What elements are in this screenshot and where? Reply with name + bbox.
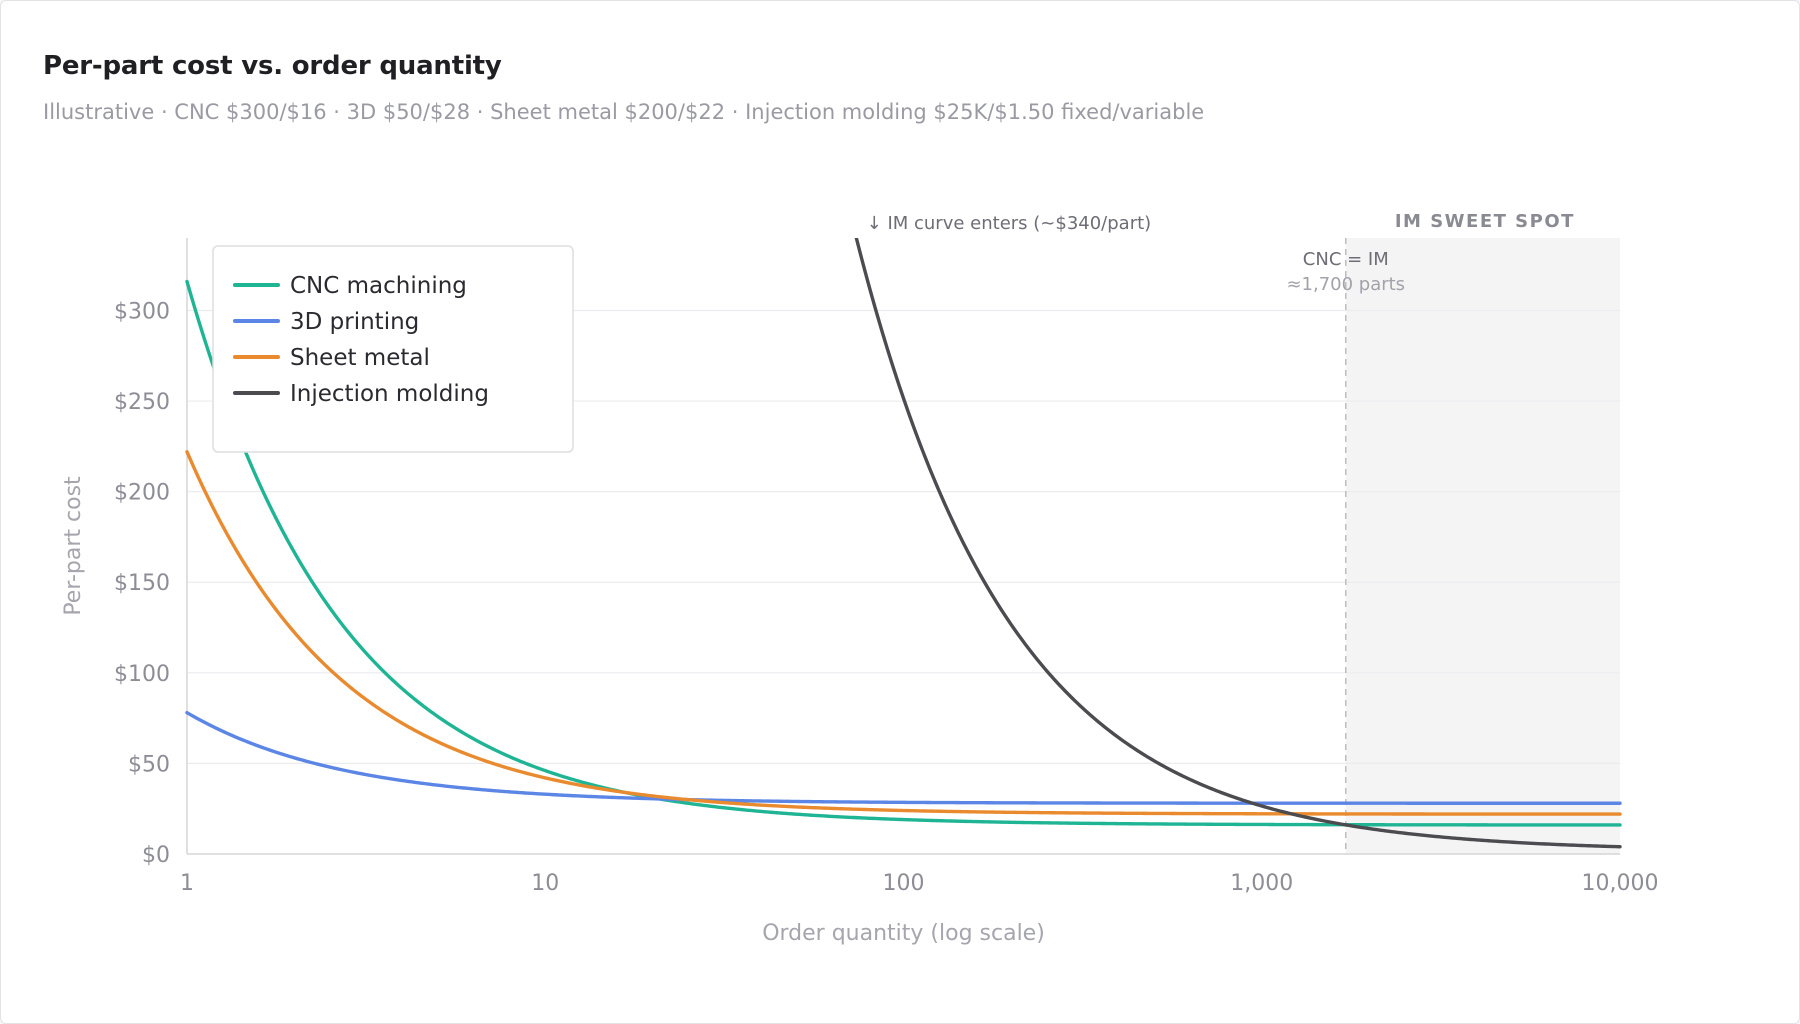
x-tick-label: 10,000	[1582, 871, 1659, 896]
y-tick-label: $200	[114, 481, 170, 506]
y-tick-label: $100	[114, 662, 170, 687]
im-enters-annotation: ↓ IM curve enters (~$340/part)	[867, 213, 1152, 234]
legend-item-label: Sheet metal	[290, 345, 430, 371]
breakeven-sublabel: ≈1,700 parts	[1286, 274, 1405, 295]
breakeven-label: CNC = IM	[1303, 249, 1389, 270]
series-line-cnc-machining	[185, 279, 1622, 827]
y-tick-label: $0	[142, 843, 170, 868]
chart-title: Per-part cost vs. order quantity	[43, 51, 502, 81]
y-tick-label: $300	[114, 299, 170, 324]
x-tick-label: 1,000	[1230, 871, 1293, 896]
legend-box	[212, 245, 574, 453]
im-sweet-spot-region	[1345, 238, 1620, 854]
series-line-sheet-metal	[185, 450, 1622, 816]
y-tick-label: $50	[128, 752, 170, 777]
legend-item-label: CNC machining	[290, 273, 467, 299]
chart-subtitle: Illustrative · CNC $300/$16 · 3D $50/$28…	[43, 100, 1205, 124]
x-tick-label: 10	[531, 871, 559, 896]
x-axis-label: Order quantity (log scale)	[762, 921, 1045, 946]
region-label: IM SWEET SPOT	[1395, 211, 1575, 232]
legend-item-label: 3D printing	[290, 309, 419, 335]
y-axis-label: Per-part cost	[61, 476, 86, 616]
x-tick-label: 100	[883, 871, 925, 896]
legend: CNC machining 3D printing Sheet metal Injec…	[212, 245, 574, 453]
series-lines	[185, 238, 1622, 849]
x-tick-label: 1	[180, 871, 194, 896]
series-line-3d-printing	[185, 710, 1622, 805]
y-tick-label: $250	[114, 390, 170, 415]
legend-item-label: Injection molding	[290, 381, 489, 407]
y-tick-label: $150	[114, 571, 170, 596]
series-line-injection-molding	[854, 238, 1622, 849]
